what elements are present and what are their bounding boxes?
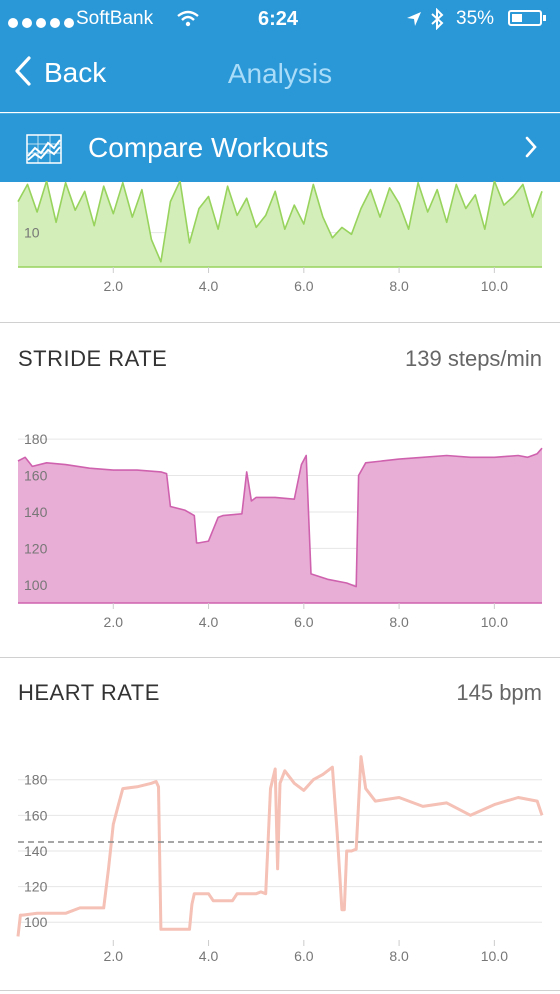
carrier-name: SoftBank [76,8,154,29]
heart-rate-title: HEART RATE [18,680,160,705]
chevron-left-icon [15,56,31,86]
heart-line [16,755,544,937]
y-tick-label: 180 [24,431,48,447]
navigation-bar: Back Analysis [0,38,560,112]
y-tick-label: 120 [24,879,48,895]
stride-area [18,448,542,603]
stride-line [17,447,543,588]
y-tick-label: 160 [24,468,48,484]
heart-rate-chart: 180 160 140 120 100 2.0 4.0 6.0 8.0 10.0 [16,755,544,964]
x-tick-label: 8.0 [389,614,409,630]
x-tick-label: 6.0 [294,614,314,630]
stride-rate-value: 139 steps/min [405,346,542,371]
stride-rate-chart: 180 160 140 120 100 2.0 4.0 6.0 8.0 10.0 [17,431,543,630]
y-tick-label: 100 [24,914,48,930]
x-tick-label: 2.0 [104,948,124,964]
battery-icon [508,10,546,26]
y-tick-label: 120 [24,540,48,556]
signal-strength-icon [8,12,78,34]
divider [0,990,560,991]
compare-workouts-row[interactable]: Compare Workouts [0,113,560,182]
back-label: Back [44,57,107,88]
x-tick-label: 4.0 [199,948,219,964]
clock: 6:24 [258,8,299,30]
page-title: Analysis [227,58,333,89]
x-tick-label: 4.0 [199,278,219,294]
x-tick-label: 8.0 [389,278,409,294]
divider [0,322,560,323]
compare-workouts-label: Compare Workouts [88,132,329,163]
heart-rate-value: 145 bpm [456,680,542,705]
chevron-right-icon [524,134,538,166]
compare-chart-icon [26,134,62,164]
status-bar: SoftBank 6:24 35% [0,0,560,38]
y-tick-label: 180 [24,772,48,788]
x-tick-label: 6.0 [294,278,314,294]
wifi-icon [177,10,199,27]
divider [0,657,560,658]
x-tick-label: 10.0 [481,614,508,630]
y-tick-label: 10 [24,225,40,241]
stride-rate-title: STRIDE RATE [18,346,168,371]
x-tick-label: 2.0 [104,278,124,294]
pace-chart: 10 2.0 4.0 6.0 8.0 10.0 [17,181,543,294]
x-tick-label: 2.0 [104,614,124,630]
x-tick-label: 6.0 [294,948,314,964]
bluetooth-icon [431,8,444,30]
x-tick-label: 10.0 [481,278,508,294]
x-tick-label: 10.0 [481,948,508,964]
battery-percent: 35% [456,8,495,29]
x-tick-label: 8.0 [389,948,409,964]
y-tick-label: 140 [24,504,48,520]
y-tick-label: 160 [24,807,48,823]
location-arrow-icon [407,12,421,26]
pace-area [18,181,542,267]
y-tick-label: 140 [24,843,48,859]
x-tick-label: 4.0 [199,614,219,630]
back-button[interactable]: Back [14,56,106,89]
pace-line [17,181,543,263]
y-tick-label: 100 [24,577,48,593]
